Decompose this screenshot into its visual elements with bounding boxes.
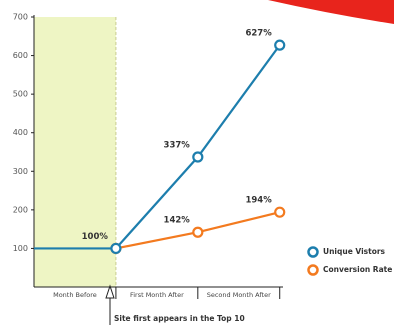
series-line — [34, 44, 281, 250]
highlight-band — [34, 17, 116, 287]
series-marker — [110, 242, 122, 255]
series-marker — [192, 151, 204, 163]
x-category-label: Second Month After — [207, 291, 271, 299]
decor-swoosh — [268, 0, 394, 24]
x-category-label: Month Before — [53, 291, 97, 299]
y-tick-label: 700 — [13, 13, 28, 22]
y-tick-label: 600 — [13, 51, 28, 60]
y-tick-label: 200 — [13, 205, 28, 214]
plot: 100 200 300 400 500 600 700 Month Before First M… — [13, 13, 392, 299]
annotation: Site first appears in the Top 10 — [114, 314, 245, 323]
value-label: 100% — [82, 232, 109, 242]
y-tick-label: 300 — [13, 167, 28, 176]
y-tick-label: 400 — [13, 128, 28, 137]
x-category-label: First Month After — [130, 291, 184, 299]
value-label: 337% — [164, 141, 191, 151]
value-label: 194% — [245, 196, 272, 206]
series-marker — [192, 226, 204, 238]
legend-marker — [307, 264, 319, 276]
annotation-arrowhead — [105, 284, 115, 299]
value-label: 627% — [245, 29, 272, 39]
y-tick-label: 100 — [13, 244, 28, 253]
value-label: 142% — [164, 216, 191, 226]
series-marker — [274, 39, 286, 51]
legend-label: Unique Vistors — [323, 247, 386, 256]
y-tick-label: 500 — [13, 90, 28, 99]
legend-label: Conversion Rate — [323, 265, 392, 274]
series-marker — [274, 206, 286, 218]
legend-marker — [307, 246, 319, 258]
